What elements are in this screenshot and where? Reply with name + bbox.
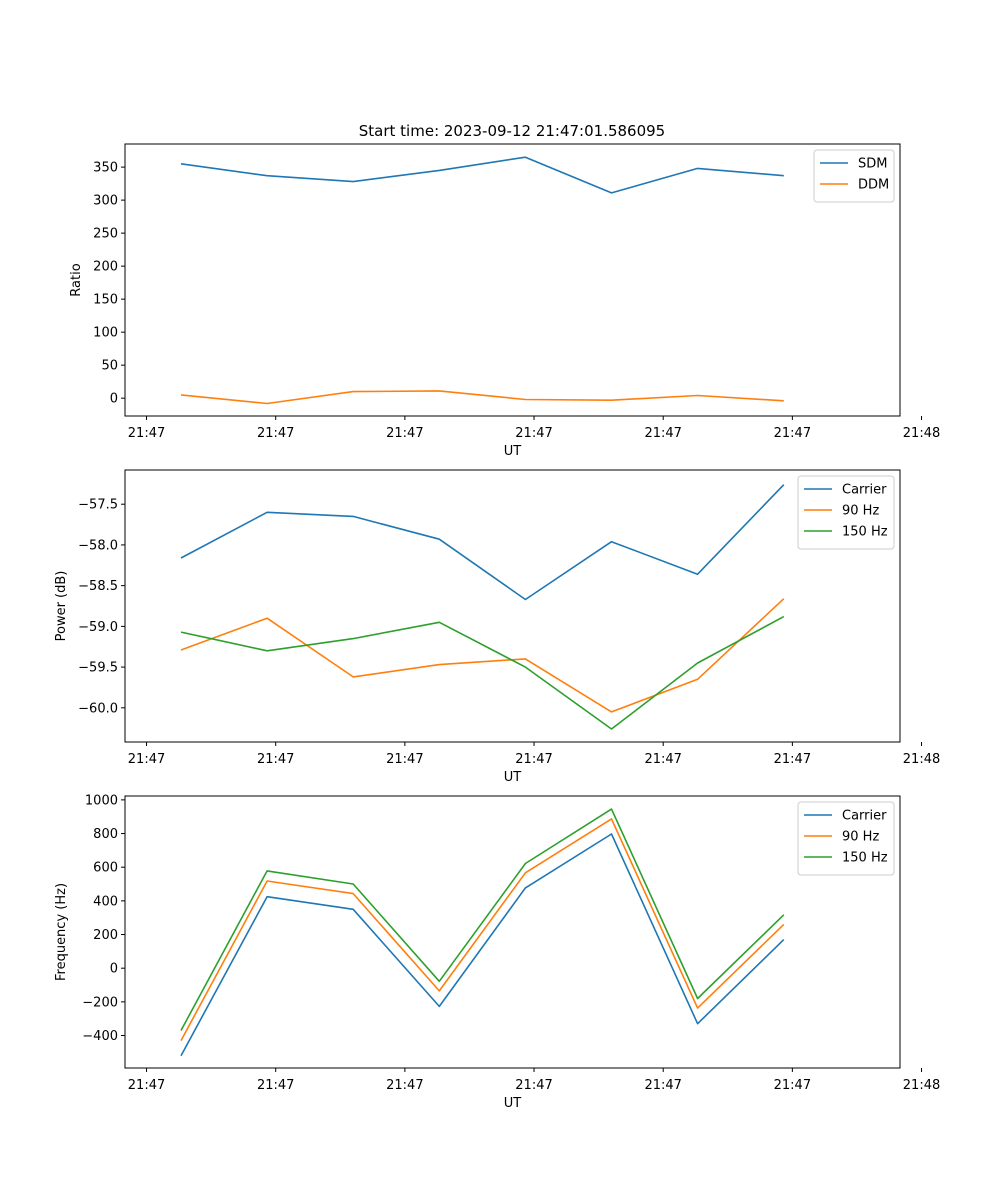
y-axis-label: Frequency (Hz) [54, 883, 69, 981]
x-tick-label: 21:47 [515, 1078, 552, 1093]
x-axis-label: UT [504, 444, 522, 459]
x-tick-label: 21:48 [903, 752, 940, 767]
y-tick-label: 600 [93, 861, 118, 876]
x-tick-label: 21:47 [386, 752, 423, 767]
x-tick-label: 21:47 [257, 752, 294, 767]
subplot-3: −400 −200 0 200 400 600 800 1000 21:47 21:47 21:47… [54, 793, 940, 1111]
x-tick-label: 21:47 [128, 752, 165, 767]
legend-entry: Carrier [842, 483, 887, 498]
y-tick-label: −57.5 [78, 498, 118, 513]
y-axis-label: Ratio [69, 263, 84, 296]
y-tick-label: −59.0 [78, 620, 118, 635]
y-tick-label: −60.0 [78, 701, 118, 716]
plots: 0 50 100 150 200 250 300 350 21:47 21:47 21:47 21:4… [54, 143, 940, 1111]
y-tick-label: 250 [93, 227, 118, 242]
x-axis-label: UT [504, 1096, 522, 1111]
y-tick-label: 1000 [85, 793, 118, 808]
x-tick-label: 21:47 [774, 752, 811, 767]
y-tick-label: 50 [101, 359, 118, 374]
series-line-ddm [180, 390, 784, 405]
x-axis-label: UT [504, 770, 522, 785]
y-tick-label: 100 [93, 326, 118, 341]
y-tick-label: 200 [93, 928, 118, 943]
x-tick-label: 21:48 [903, 1078, 940, 1093]
y-tick-label: 300 [93, 194, 118, 209]
y-tick-label: −58.5 [78, 579, 118, 594]
y-tick-label: 400 [93, 894, 118, 909]
series-line-90-hz [180, 598, 785, 713]
y-tick-label: 0 [110, 962, 118, 977]
subplot-1: 0 50 100 150 200 250 300 350 21:47 21:47 21:47 21:4… [69, 143, 940, 459]
legend-entry: 90 Hz [842, 504, 879, 519]
legend-entry: 150 Hz [842, 525, 888, 540]
series-line-150-hz [180, 808, 785, 1031]
figure-title: Start time: 2023-09-12 21:47:01.586095 [359, 122, 665, 140]
legend: SDM DDM [813, 149, 895, 203]
x-tick-label: 21:47 [386, 1078, 423, 1093]
x-tick-label: 21:47 [774, 426, 811, 441]
series-line-90-hz [180, 818, 785, 1041]
x-tick-label: 21:47 [386, 426, 423, 441]
x-tick-label: 21:47 [644, 426, 681, 441]
legend: Carrier 90 Hz 150 Hz [797, 475, 895, 550]
y-tick-label: 800 [93, 827, 118, 842]
x-tick-label: 21:47 [257, 426, 294, 441]
x-tick-label: 21:47 [128, 1078, 165, 1093]
series-line-carrier [180, 833, 785, 1057]
legend-entry: DDM [858, 178, 889, 193]
y-tick-label: −58.0 [78, 538, 118, 553]
x-tick-label: 21:47 [128, 426, 165, 441]
series-line-carrier [180, 484, 785, 601]
y-tick-label: −400 [82, 1029, 118, 1044]
plot-frame [124, 795, 901, 1069]
x-tick-label: 21:47 [774, 1078, 811, 1093]
series-line-150-hz [180, 615, 785, 730]
x-tick-label: 21:48 [903, 426, 940, 441]
y-tick-label: −59.5 [78, 661, 118, 676]
x-tick-label: 21:47 [644, 1078, 681, 1093]
x-tick-label: 21:47 [644, 752, 681, 767]
y-tick-label: 150 [93, 293, 118, 308]
legend-entry: Carrier [842, 809, 887, 824]
y-tick-label: 350 [93, 161, 118, 176]
y-tick-label: 200 [93, 260, 118, 275]
plot-frame [124, 143, 901, 417]
series-line-sdm [180, 156, 784, 194]
legend-entry: 150 Hz [842, 851, 888, 866]
subplot-2: −60.0 −59.5 −59.0 −58.5 −58.0 −57.5 21:47 21:47… [54, 469, 940, 785]
legend: Carrier 90 Hz 150 Hz [797, 801, 895, 876]
legend-entry: SDM [858, 157, 887, 172]
y-tick-label: 0 [110, 392, 118, 407]
x-tick-label: 21:47 [257, 1078, 294, 1093]
legend-entry: 90 Hz [842, 830, 879, 845]
x-tick-label: 21:47 [515, 426, 552, 441]
y-axis-label: Power (dB) [54, 571, 69, 642]
x-tick-label: 21:47 [515, 752, 552, 767]
y-tick-label: −200 [82, 995, 118, 1010]
plot-frame [124, 469, 901, 743]
